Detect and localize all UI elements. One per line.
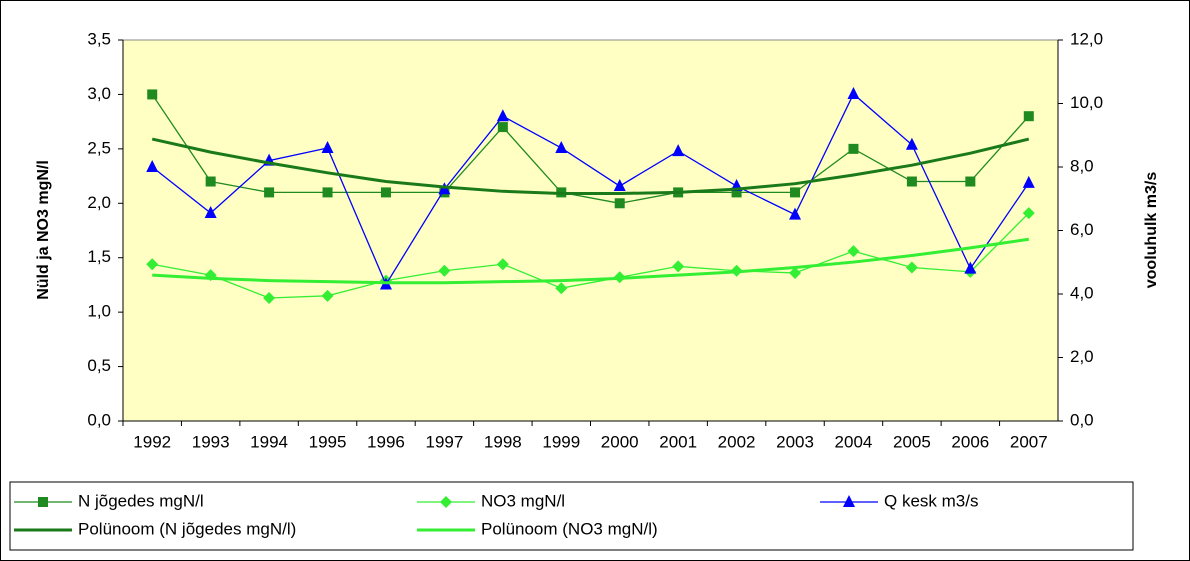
marker	[321, 140, 334, 153]
series-line	[151, 92, 1030, 286]
y-tick-label: 2,0	[87, 193, 111, 212]
series-line	[151, 94, 1030, 204]
y-tick-label: 2,5	[87, 138, 111, 157]
marker	[672, 260, 685, 273]
marker	[848, 143, 859, 154]
x-tick-label: 1999	[542, 432, 580, 451]
y2-axis-title: vooluhulk m3/s	[1143, 172, 1160, 289]
y-tick-label: 3,0	[87, 84, 111, 103]
y2-tick-label: 0,0	[1070, 410, 1094, 429]
marker	[205, 176, 216, 187]
y2-tick-label: 12,0	[1070, 29, 1103, 48]
y2-tick-label: 10,0	[1070, 93, 1103, 112]
x-tick-label: 1997	[425, 432, 463, 451]
series-line	[151, 137, 1030, 195]
marker	[905, 261, 918, 274]
marker	[964, 261, 977, 274]
x-tick-label: 2003	[776, 432, 814, 451]
legend-box	[9, 481, 1134, 551]
marker	[496, 258, 509, 271]
marker	[905, 137, 918, 150]
y-tick-label: 1,0	[87, 302, 111, 321]
marker	[322, 187, 333, 198]
marker	[555, 282, 568, 295]
marker	[790, 187, 801, 198]
marker	[672, 144, 685, 157]
marker	[263, 291, 276, 304]
marker	[1022, 207, 1035, 220]
y-tick-label: 1,5	[87, 247, 111, 266]
x-tick-label: 2001	[659, 432, 697, 451]
x-tick-label: 2006	[951, 432, 989, 451]
marker	[440, 496, 452, 508]
marker	[264, 187, 275, 198]
marker	[843, 495, 855, 507]
x-tick-label: 2002	[718, 432, 756, 451]
marker	[847, 86, 860, 99]
marker	[847, 245, 860, 258]
x-tick-label: 2004	[835, 432, 873, 451]
marker	[789, 266, 802, 279]
marker	[438, 264, 451, 277]
marker	[731, 187, 742, 198]
marker	[38, 497, 48, 507]
marker	[204, 206, 217, 219]
series-line	[152, 237, 1030, 285]
x-tick-label: 1992	[133, 432, 171, 451]
marker	[146, 258, 159, 271]
y2-tick-label: 6,0	[1070, 220, 1094, 239]
y-tick-label: 0,0	[87, 410, 111, 429]
x-tick-label: 1996	[367, 432, 405, 451]
x-tick-label: 2000	[601, 432, 639, 451]
legend-label: N jõgedes mgN/l	[78, 491, 204, 510]
y-tick-label: 0,5	[87, 356, 111, 375]
plot-area	[122, 39, 1059, 422]
marker	[321, 289, 334, 302]
marker	[789, 207, 802, 220]
marker	[614, 198, 625, 209]
y2-tick-label: 4,0	[1070, 283, 1094, 302]
y-tick-label: 3,5	[87, 29, 111, 48]
x-tick-label: 2007	[1010, 432, 1048, 451]
marker	[496, 109, 509, 122]
marker	[555, 140, 568, 153]
marker	[380, 187, 391, 198]
legend-label: Polünoom (N jõgedes mgN/l)	[78, 519, 296, 538]
x-tick-label: 2005	[893, 432, 931, 451]
marker	[146, 160, 159, 172]
legend-label: Polünoom (NO3 mgN/l)	[481, 519, 658, 538]
legend-label: Q kesk m3/s	[884, 491, 978, 510]
marker	[1022, 175, 1035, 188]
x-tick-label: 1995	[309, 432, 347, 451]
marker	[497, 122, 508, 133]
marker	[906, 176, 917, 187]
y-axis-title: Nüld ja NO3 mgN/l	[35, 160, 52, 300]
legend-label: NO3 mgN/l	[481, 491, 565, 510]
marker	[613, 179, 626, 192]
x-tick-label: 1994	[250, 432, 288, 451]
x-tick-label: 1993	[192, 432, 230, 451]
marker	[1023, 111, 1034, 122]
y2-tick-label: 2,0	[1070, 347, 1094, 366]
x-tick-label: 1998	[484, 432, 522, 451]
marker	[147, 89, 158, 100]
y2-tick-label: 8,0	[1070, 156, 1094, 175]
marker	[965, 176, 976, 187]
